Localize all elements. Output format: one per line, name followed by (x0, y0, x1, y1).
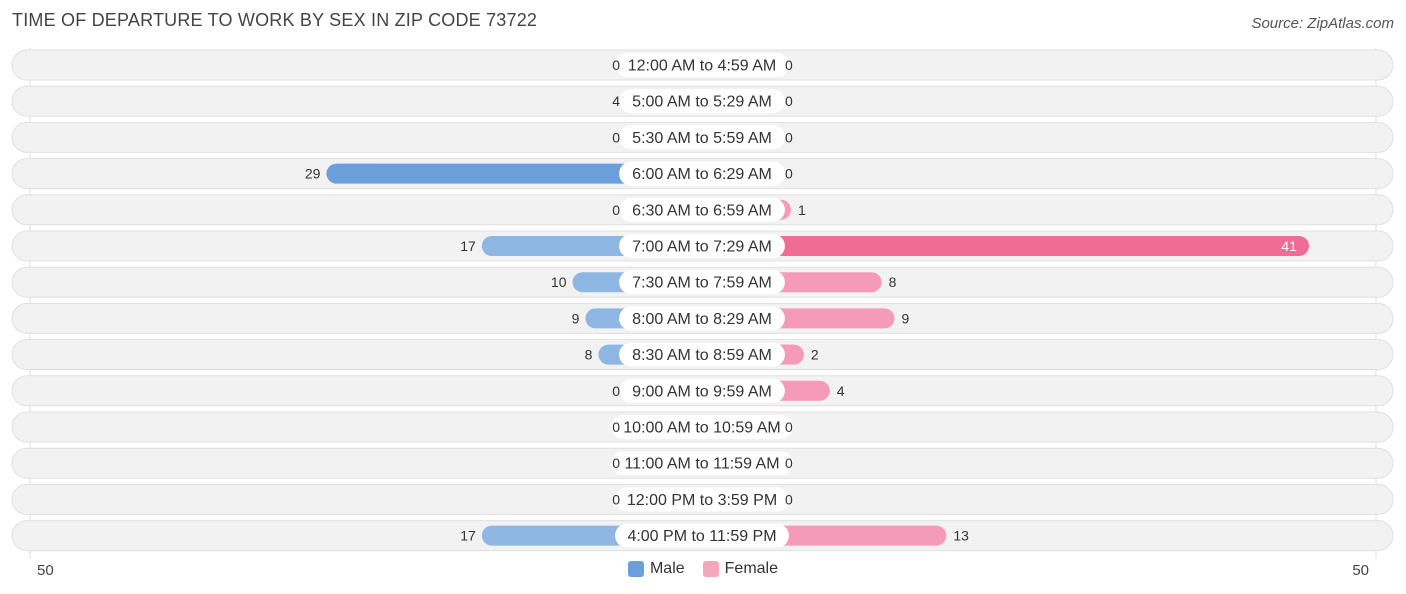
category-label: 4:00 PM to 11:59 PM (627, 528, 776, 545)
value-label-female: 0 (785, 455, 793, 471)
category-label: 5:00 AM to 5:29 AM (632, 94, 772, 111)
legend-swatch-male (627, 561, 644, 577)
value-label-male: 0 (612, 57, 620, 73)
value-label-male: 4 (612, 93, 620, 109)
value-label-female: 1 (798, 202, 806, 218)
category-label-pill (619, 234, 785, 258)
value-label-male: 10 (551, 274, 567, 290)
value-label-male: 0 (612, 383, 620, 399)
value-label-male: 0 (612, 491, 620, 507)
category-label-pill (615, 523, 789, 548)
category-label-pill (619, 378, 785, 403)
category-label-pill (615, 487, 789, 512)
value-label-female: 2 (811, 347, 819, 363)
legend-label-male: Male (649, 560, 685, 577)
axis-max-label: 50 (1352, 562, 1369, 579)
legend-swatch-female (702, 561, 719, 577)
value-label-female: 9 (902, 310, 910, 326)
value-label-male: 17 (460, 238, 476, 254)
value-label-female: 13 (953, 528, 969, 544)
category-label-pill (619, 125, 785, 150)
value-label-male: 9 (572, 310, 580, 326)
value-label-male: 0 (612, 202, 620, 218)
axis-min-label: 50 (37, 562, 54, 579)
value-label-male: 8 (585, 347, 593, 363)
value-label-female: 0 (785, 57, 793, 73)
value-label-female: 0 (785, 129, 793, 145)
category-label-pill (619, 197, 785, 222)
category-label-pill (619, 270, 785, 295)
value-label-female: 41 (1281, 238, 1297, 254)
value-label-male: 0 (612, 455, 620, 471)
legend-label-female: Female (724, 560, 779, 577)
category-label-pill (619, 161, 785, 186)
category-label: 10:00 AM to 10:59 AM (623, 420, 780, 437)
category-label-pill (619, 89, 785, 114)
category-label-pill (615, 53, 789, 77)
value-label-male: 17 (460, 528, 476, 544)
legend-item-female: Female (702, 560, 779, 578)
category-label: 12:00 PM to 3:59 PM (627, 492, 777, 509)
legend-item-male: Male (627, 560, 685, 578)
category-label-pill (611, 451, 793, 476)
category-label: 8:00 AM to 8:29 AM (632, 311, 772, 328)
bar-male (326, 163, 702, 184)
legend: Male Female (0, 560, 1406, 578)
value-label-female: 0 (785, 419, 793, 435)
category-label: 8:30 AM to 8:59 AM (632, 347, 772, 364)
value-label-female: 0 (785, 491, 793, 507)
value-label-female: 0 (785, 166, 793, 182)
value-label-male: 29 (305, 166, 321, 182)
category-label: 12:00 AM to 4:59 AM (628, 58, 777, 75)
value-label-male: 0 (612, 419, 620, 435)
value-label-female: 0 (785, 93, 793, 109)
value-label-male: 0 (612, 129, 620, 145)
category-label-pill (619, 306, 785, 331)
value-label-female: 8 (889, 274, 897, 290)
category-label: 7:30 AM to 7:59 AM (632, 275, 772, 292)
category-label-pill (611, 415, 793, 439)
category-label-pill (619, 342, 785, 367)
category-label: 7:00 AM to 7:29 AM (632, 239, 772, 256)
category-label: 9:00 AM to 9:59 AM (632, 383, 772, 400)
category-label: 11:00 AM to 11:59 AM (624, 456, 779, 473)
category-label: 6:30 AM to 6:59 AM (632, 202, 772, 219)
value-label-female: 4 (837, 383, 845, 399)
bar-female (702, 236, 1309, 256)
category-label: 6:00 AM to 6:29 AM (632, 166, 772, 183)
chart-source: Source: ZipAtlas.com (1251, 15, 1394, 32)
chart-title: TIME OF DEPARTURE TO WORK BY SEX IN ZIP … (12, 10, 538, 30)
category-label: 5:30 AM to 5:59 AM (632, 130, 772, 147)
